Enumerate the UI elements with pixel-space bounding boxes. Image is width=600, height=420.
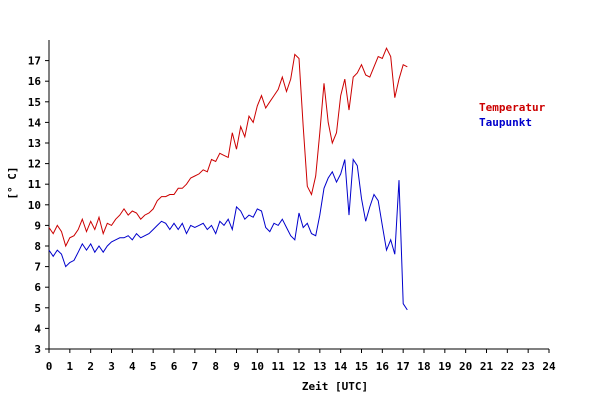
x-tick-label: 13 (313, 360, 326, 373)
x-tick-label: 16 (376, 360, 390, 373)
legend: Temperatur Taupunkt (479, 101, 546, 129)
x-tick-label: 1 (67, 360, 74, 373)
x-tick-label: 24 (542, 360, 556, 373)
y-tick-label: 6 (34, 281, 41, 294)
x-tick-label: 5 (150, 360, 157, 373)
x-tick-label: 14 (334, 360, 348, 373)
y-tick-label: 14 (28, 116, 42, 129)
legend-entry-taupunkt: Taupunkt (479, 116, 532, 129)
x-tick-label: 11 (272, 360, 286, 373)
y-tick-label: 3 (34, 343, 41, 356)
y-tick-label: 9 (34, 219, 41, 232)
legend-entry-temperatur: Temperatur (479, 101, 546, 114)
y-tick-label: 5 (34, 302, 41, 315)
x-tick-label: 19 (438, 360, 451, 373)
x-tick-label: 18 (417, 360, 430, 373)
y-tick-label: 12 (28, 158, 41, 171)
plot-axes (48, 40, 549, 350)
x-tick-label: 23 (522, 360, 535, 373)
y-tick-label: 4 (34, 322, 41, 335)
x-tick-label: 3 (108, 360, 115, 373)
x-tick-label: 22 (501, 360, 514, 373)
x-tick-label: 2 (87, 360, 94, 373)
x-tick-label: 8 (212, 360, 219, 373)
x-tick-label: 4 (129, 360, 136, 373)
x-tick-label: 7 (192, 360, 199, 373)
x-tick-label: 21 (480, 360, 494, 373)
x-tick-label: 20 (459, 360, 472, 373)
y-tick-label: 13 (28, 137, 41, 150)
y-tick-label: 7 (34, 261, 41, 274)
x-axis-ticks: 0 1 2 3 4 5 6 7 8 9 10 11 12 13 14 15 16 17 18 19 20 21 22 23 24 (46, 349, 556, 373)
x-tick-label: 9 (233, 360, 240, 373)
y-tick-label: 16 (28, 75, 42, 88)
y-axis-title: [° C] (6, 166, 19, 199)
y-tick-label: 11 (28, 178, 42, 191)
y-axis-ticks: 3 4 5 6 7 8 9 10 11 12 13 14 15 16 17 (28, 55, 49, 356)
series-line-temperatur (48, 46, 408, 248)
x-tick-label: 15 (355, 360, 368, 373)
y-tick-label: 8 (34, 240, 41, 253)
y-tick-label: 10 (28, 199, 41, 212)
x-tick-label: 6 (171, 360, 178, 373)
y-tick-label: 15 (28, 96, 41, 109)
x-tick-label: 0 (46, 360, 53, 373)
x-tick-label: 12 (292, 360, 305, 373)
series-line-taupunkt (48, 158, 408, 311)
y-tick-label: 17 (28, 55, 41, 68)
x-tick-label: 10 (251, 360, 264, 373)
series-layer (48, 46, 408, 311)
x-axis-title: Zeit [UTC] (302, 380, 368, 393)
x-tick-label: 17 (397, 360, 410, 373)
